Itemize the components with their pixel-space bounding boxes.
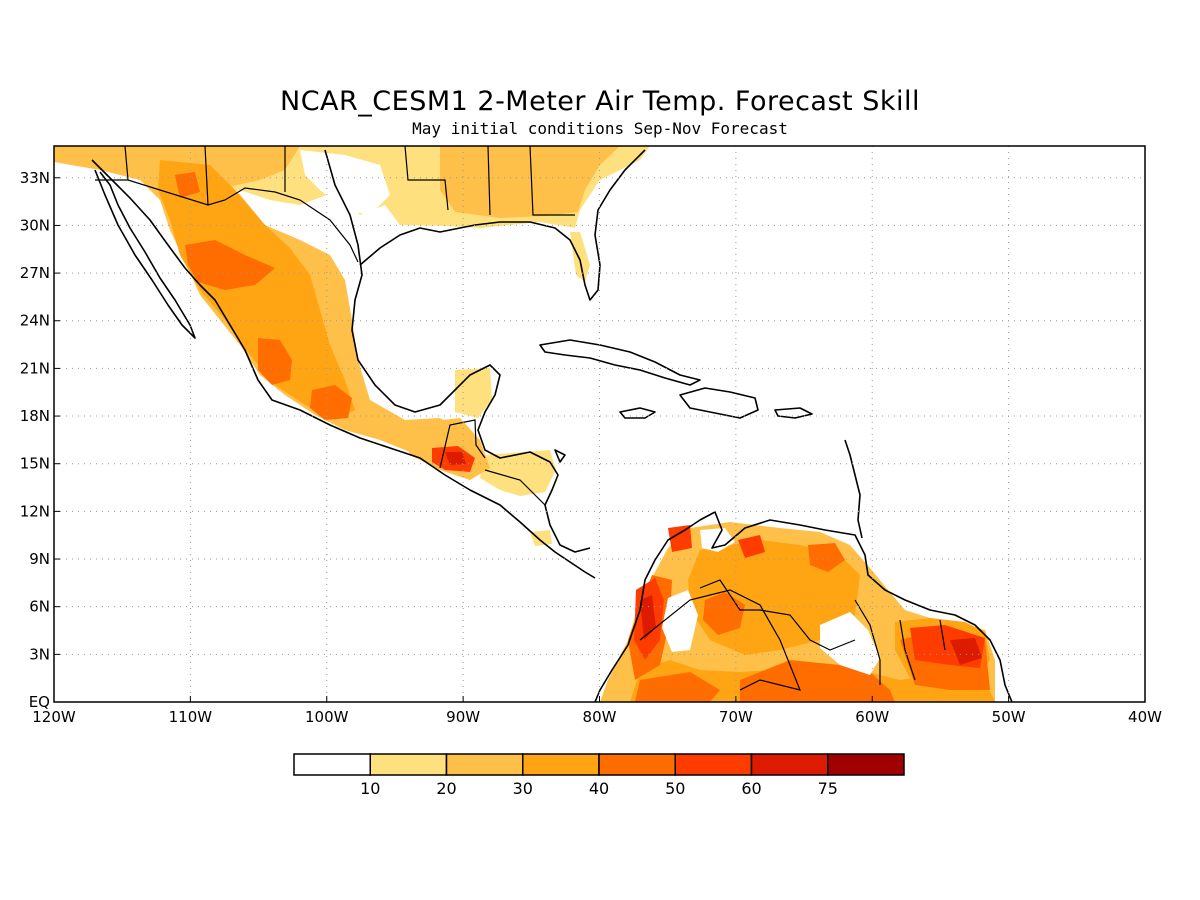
lat-tick-label: 21N <box>20 359 50 377</box>
colorbar-label: 60 <box>741 779 761 798</box>
region-venezuela-north-hotspot <box>738 535 765 558</box>
coast-hispaniola <box>679 387 759 419</box>
lon-tick-label: 100W <box>305 708 349 726</box>
region-low-skill-brazil-north <box>820 612 880 675</box>
map-subtitle: May initial conditions Sep-Nov Forecast <box>412 119 788 138</box>
lat-tick-label: 24N <box>20 312 50 330</box>
region-guianas-core <box>950 638 982 665</box>
colorbar-label: 40 <box>589 779 609 798</box>
region-sierra-madre-occidental <box>158 160 355 420</box>
coast-lesser-antilles <box>844 439 863 539</box>
colorbar-swatch <box>750 753 829 776</box>
lon-tick-label: 120W <box>32 708 76 726</box>
lat-tick-label: 30N <box>20 216 50 234</box>
coast-baja-california <box>94 169 196 339</box>
coast-south-america <box>594 511 1013 702</box>
colorbar-swatch <box>293 753 371 776</box>
lon-tick-label: 70W <box>719 708 753 726</box>
lon-tick-label: 110W <box>169 708 213 726</box>
lon-tick-label: 40W <box>1128 708 1162 726</box>
lat-tick-label: 3N <box>29 645 50 663</box>
colorbar-label: 10 <box>360 779 380 798</box>
region-guerrero-hotspot <box>310 385 352 420</box>
country-borders <box>95 146 946 691</box>
region-florida-peninsula <box>570 232 590 282</box>
region-panama <box>530 530 552 546</box>
longitude-ticks: 120W 110W 100W 90W 80W 70W 60W 50W 40W <box>32 696 1162 726</box>
colorbar: 10 20 30 40 50 60 75 <box>293 753 905 798</box>
region-guatemala-core <box>445 452 466 465</box>
region-honduras-nicaragua <box>480 450 556 496</box>
coast-cuba <box>539 339 701 386</box>
lat-tick-label: 33N <box>20 169 50 187</box>
region-amazon-north <box>740 660 895 702</box>
lat-tick-label: 6N <box>29 598 50 616</box>
colorbar-swatch <box>369 753 448 776</box>
latitude-ticks: 33N 30N 27N 24N 21N 18N 15N 12N 9N 6N 3N EQ <box>20 169 60 711</box>
region-low-skill-venezuela <box>700 528 735 552</box>
lat-tick-label: 27N <box>20 264 50 282</box>
colorbar-label: 75 <box>818 779 838 798</box>
colorbar-swatch <box>522 753 600 776</box>
region-sonora-hotspot <box>185 240 275 290</box>
lon-tick-label: 80W <box>583 708 617 726</box>
coast-puerto-rico <box>774 407 813 419</box>
region-colombia-core <box>640 595 656 640</box>
skill-shading <box>54 146 995 702</box>
lat-tick-label: 9N <box>29 550 50 568</box>
coast-gulf-of-mexico <box>324 149 591 553</box>
lat-tick-label: EQ <box>29 693 50 711</box>
colorbar-swatch <box>827 753 905 776</box>
colorbar-label: 50 <box>665 779 685 798</box>
map-title: NCAR_CESM1 2-Meter Air Temp. Forecast Sk… <box>280 86 920 117</box>
coast-yucatan-lake <box>554 449 566 463</box>
lon-tick-label: 50W <box>992 708 1026 726</box>
coast-mexico-pacific <box>91 159 596 579</box>
colorbar-swatch <box>445 753 524 776</box>
region-amazon-west <box>635 672 720 702</box>
coastlines <box>91 149 1013 702</box>
colorbar-label: 30 <box>513 779 533 798</box>
lat-tick-label: 18N <box>20 407 50 425</box>
colorbar-label: 20 <box>436 779 456 798</box>
region-low-skill-texas <box>300 150 390 215</box>
lat-tick-label: 15N <box>20 455 50 473</box>
region-caribbean-colombia-hotspot <box>668 525 692 552</box>
lon-tick-label: 60W <box>855 708 889 726</box>
coast-jamaica <box>619 407 656 419</box>
colorbar-swatch <box>674 753 753 776</box>
lon-tick-label: 90W <box>446 708 480 726</box>
region-jalisco-hotspot <box>258 338 292 385</box>
lat-tick-label: 12N <box>20 502 50 520</box>
region-venezuela-hotspot <box>808 543 845 572</box>
region-low-skill-colombia <box>662 590 698 652</box>
region-gulf-coast-us <box>440 146 620 218</box>
coast-us-gulf <box>359 149 646 301</box>
colorbar-swatch <box>598 753 676 776</box>
region-northern-mexico-hotspot <box>175 172 200 198</box>
